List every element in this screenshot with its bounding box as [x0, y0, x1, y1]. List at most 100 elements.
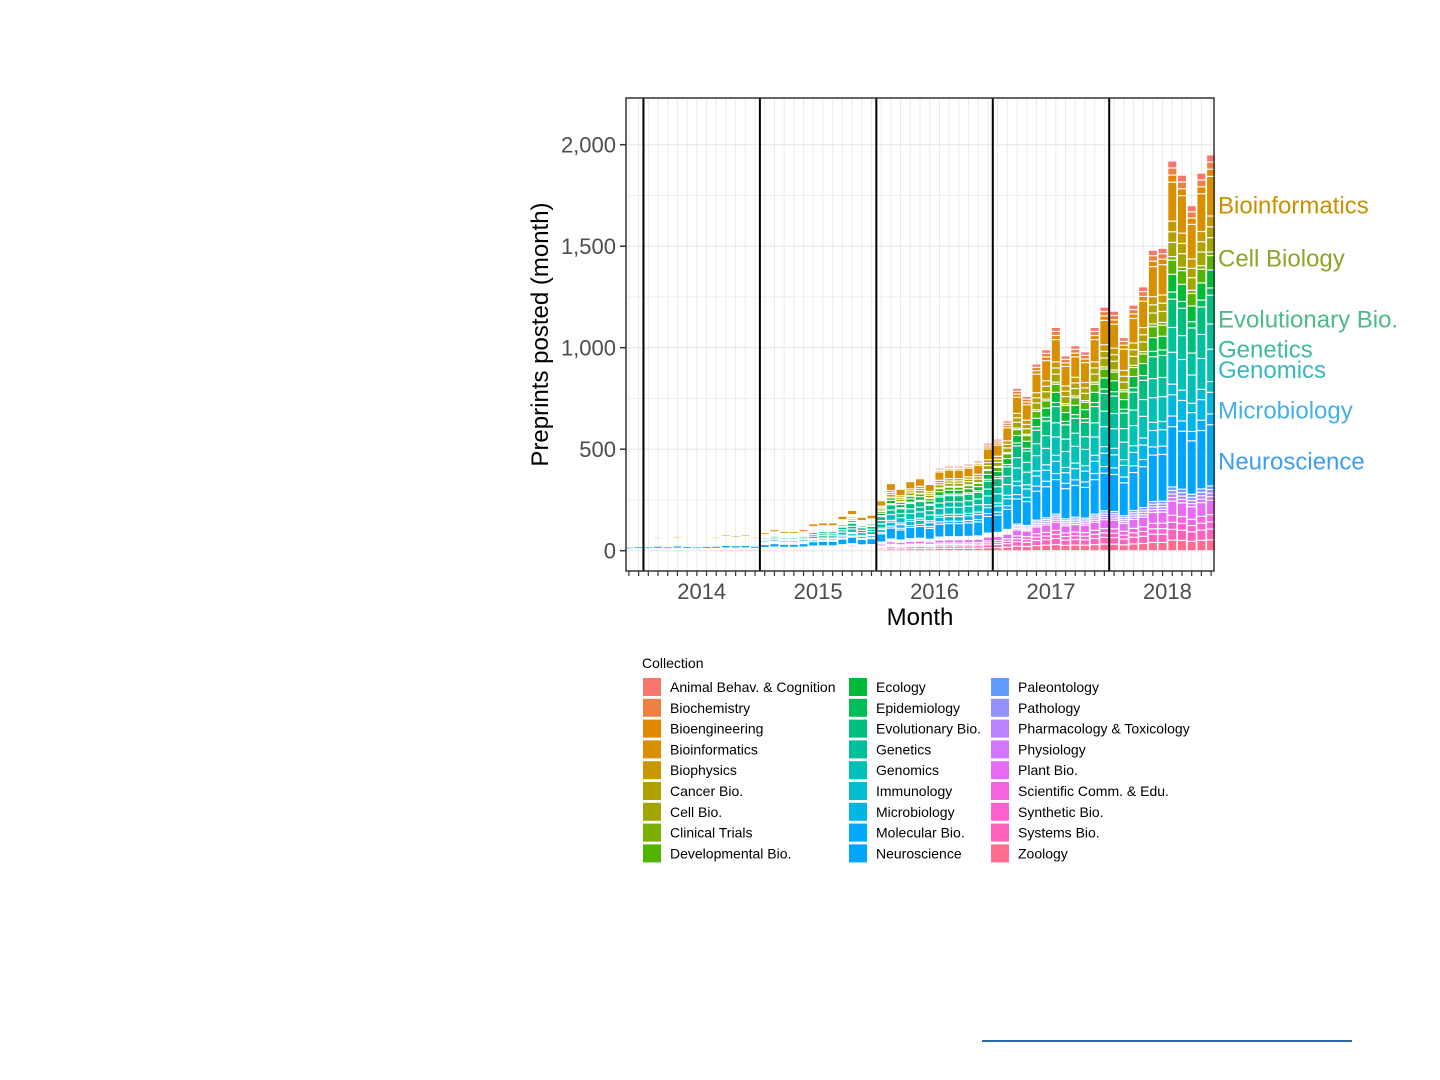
bar-segment: [1080, 402, 1089, 410]
bar-segment: [1139, 354, 1148, 363]
legend-label: Bioengineering: [670, 721, 763, 737]
bar-segment: [916, 547, 924, 549]
bar-segment: [1119, 545, 1128, 551]
legend-key: [849, 740, 867, 759]
bar-segment: [925, 521, 934, 523]
bar-segment: [1013, 430, 1022, 435]
bar-segment: [916, 494, 924, 497]
bar-segment: [1090, 362, 1099, 368]
bar-segment: [974, 520, 983, 522]
bar-segment: [877, 517, 886, 520]
bar-segment: [993, 441, 1002, 443]
bar-segment: [916, 507, 924, 512]
bar-segment: [1129, 511, 1138, 513]
bar-segment: [1100, 378, 1109, 389]
bar-segment: [1158, 534, 1167, 542]
bar-segment: [1158, 350, 1167, 355]
bar-segment: [1051, 340, 1060, 362]
bar-segment: [857, 533, 866, 535]
bar-segment: [1197, 400, 1206, 420]
bar-segment: [1207, 425, 1216, 486]
bar-segment: [886, 500, 895, 503]
bar-segment: [683, 547, 692, 548]
bar-segment: [886, 515, 895, 520]
bar-segment: [1080, 471, 1089, 482]
bar-segment: [1051, 382, 1060, 384]
legend-label: Developmental Bio.: [670, 845, 791, 861]
bar-segment: [935, 489, 944, 492]
bar-segment: [1080, 536, 1089, 540]
bar-segment: [964, 514, 973, 516]
bar-segment: [1080, 363, 1089, 382]
bar-segment: [1178, 493, 1186, 496]
bar-segment: [1119, 520, 1128, 522]
bar-segment: [1051, 455, 1060, 461]
bar-segment: [1022, 425, 1031, 429]
bar-segment: [1187, 441, 1196, 494]
bar-segment: [1022, 451, 1031, 462]
legend-label: Zoology: [1018, 845, 1068, 861]
bar-segment: [1071, 389, 1080, 396]
bar-segment: [964, 494, 973, 501]
bar-segment: [1139, 445, 1148, 459]
bar-segment: [1139, 416, 1148, 438]
bar-segment: [1051, 403, 1060, 406]
bar-segment: [993, 494, 1002, 503]
bar-segment: [896, 498, 905, 499]
bar-segment: [954, 546, 963, 548]
bar-segment: [954, 514, 963, 516]
bar-segment: [1207, 493, 1216, 497]
bar-segment: [935, 492, 944, 495]
bar-segment: [1090, 336, 1099, 339]
bar-segment: [1207, 486, 1216, 489]
bar-segment: [1042, 436, 1051, 448]
bar-segment: [945, 521, 954, 523]
bar-segment: [1168, 274, 1177, 292]
bar-segment: [906, 493, 915, 495]
bar-segment: [1187, 290, 1196, 293]
bar-segment: [916, 486, 924, 488]
bar-segment: [993, 548, 1002, 551]
bar-segment: [1129, 368, 1138, 376]
bar-segment: [964, 501, 973, 506]
bar-segment: [1148, 534, 1157, 542]
bar-segment: [1187, 306, 1196, 322]
bar-segment: [1110, 381, 1119, 392]
bar-segment: [848, 537, 857, 544]
bar-segment: [1207, 288, 1216, 295]
bar-segment: [1129, 520, 1138, 528]
bar-segment: [1178, 360, 1186, 390]
bar-segment: [799, 530, 808, 532]
bar-segment: [867, 539, 876, 544]
bar-segment: [848, 523, 857, 526]
bar-segment: [848, 521, 857, 522]
bar-segment: [925, 501, 934, 504]
bar-segment: [906, 491, 915, 493]
bar-segment: [1148, 324, 1157, 327]
bar-segment: [1168, 292, 1177, 299]
bar-segment: [983, 445, 992, 447]
bar-segment: [1042, 523, 1051, 525]
bar-segment: [1042, 465, 1051, 470]
bar-segment: [809, 535, 818, 536]
bar-segment: [886, 491, 895, 492]
legend-key: [991, 698, 1009, 717]
bar-segment: [925, 485, 934, 491]
bar-segment: [1100, 307, 1109, 311]
bar-segment: [751, 546, 760, 548]
bar-segment: [974, 515, 983, 519]
bar-segment: [906, 526, 915, 527]
bar-segment: [838, 532, 847, 535]
bar-segment: [1119, 518, 1128, 520]
bar-segment: [1042, 392, 1051, 399]
bar-segment: [1003, 467, 1012, 476]
bar-segment: [1187, 532, 1196, 541]
legend-key: [991, 823, 1009, 842]
bar-segment: [1100, 520, 1109, 528]
bar-segment: [1158, 512, 1167, 523]
bar-segment: [1090, 545, 1099, 551]
bar-segment: [1110, 455, 1119, 468]
bar-segment: [974, 487, 983, 491]
bar-segment: [1051, 539, 1060, 545]
bar-segment: [1080, 450, 1089, 466]
